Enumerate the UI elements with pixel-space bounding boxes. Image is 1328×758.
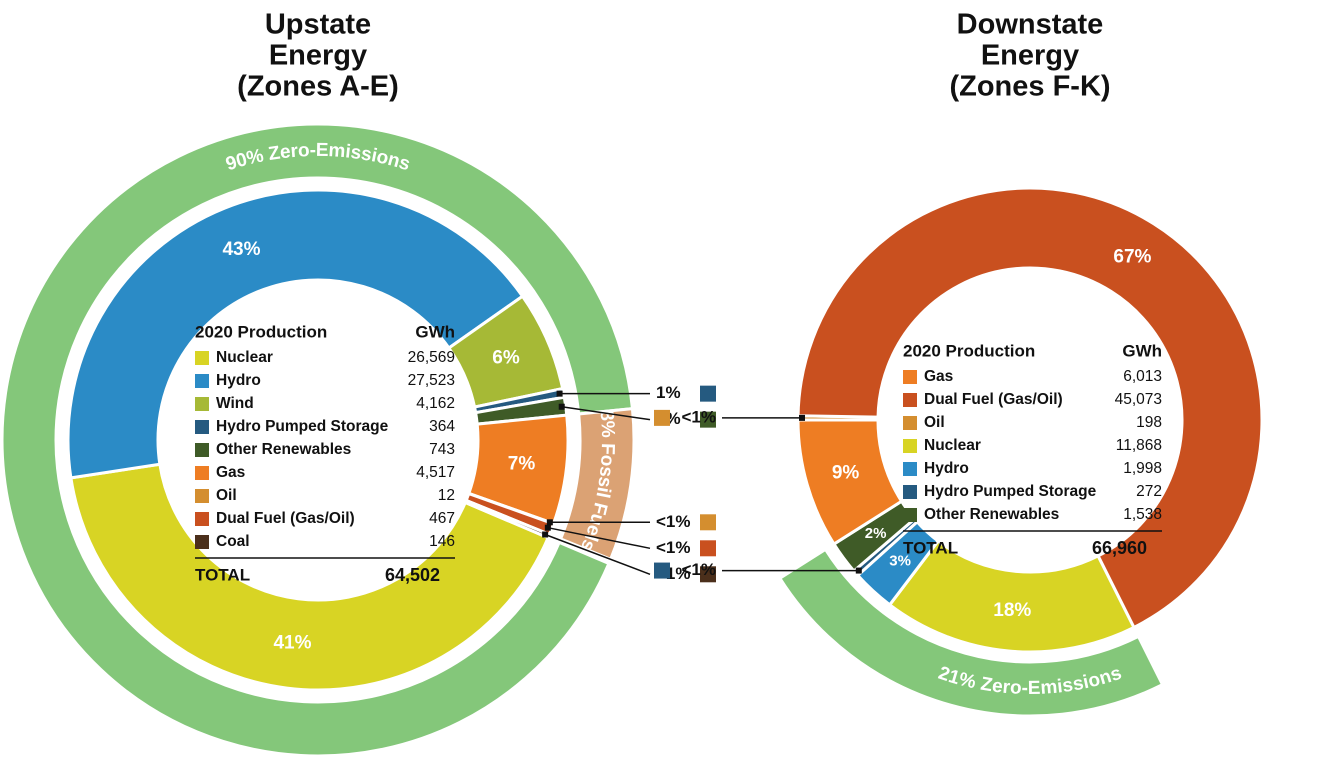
legend-swatch bbox=[195, 535, 209, 549]
table-value: 26,569 bbox=[408, 349, 455, 366]
legend-label: Oil bbox=[924, 414, 945, 431]
chart-title: Upstate bbox=[265, 9, 371, 41]
slice bbox=[796, 418, 904, 547]
table-value: 146 bbox=[429, 533, 455, 550]
slice bbox=[796, 186, 1264, 630]
table-header: GWh bbox=[415, 322, 455, 341]
table-value: 198 bbox=[1136, 414, 1162, 431]
table-value: 45,073 bbox=[1115, 391, 1162, 408]
table-value: 1,538 bbox=[1123, 506, 1162, 523]
legend-label: Hydro Pumped Storage bbox=[924, 483, 1097, 500]
legend-label: Hydro Pumped Storage bbox=[216, 418, 389, 435]
callout-swatch bbox=[700, 566, 716, 583]
legend-swatch bbox=[195, 397, 209, 411]
legend-swatch bbox=[903, 370, 917, 384]
legend-label: Other Renewables bbox=[216, 441, 351, 458]
legend-label: Gas bbox=[216, 464, 245, 481]
callout-swatch bbox=[700, 385, 716, 402]
chart-title: Downstate bbox=[957, 9, 1104, 41]
table-value: 4,517 bbox=[416, 464, 455, 481]
legend-swatch bbox=[195, 512, 209, 526]
table-value: 12 bbox=[438, 487, 455, 504]
legend-swatch bbox=[903, 439, 917, 453]
percent-label: 43% bbox=[222, 239, 260, 260]
table-value: 364 bbox=[429, 418, 455, 435]
table-value: 4,162 bbox=[416, 395, 455, 412]
legend-label: Oil bbox=[216, 487, 237, 504]
total-value: 66,960 bbox=[1092, 538, 1147, 558]
percent-label: 6% bbox=[492, 347, 520, 368]
table-header: 2020 Production bbox=[903, 341, 1035, 360]
chart-title: Energy bbox=[269, 40, 367, 72]
legend-swatch bbox=[195, 466, 209, 480]
callout-swatch bbox=[700, 514, 716, 531]
percent-label: 7% bbox=[508, 454, 536, 475]
chart-title: (Zones A-E) bbox=[237, 71, 399, 103]
table-value: 27,523 bbox=[408, 372, 455, 389]
slice bbox=[66, 188, 525, 480]
leader-line bbox=[544, 533, 651, 576]
legend-label: Dual Fuel (Gas/Oil) bbox=[216, 510, 355, 527]
legend-swatch bbox=[195, 443, 209, 457]
percent-label: <1% bbox=[656, 538, 691, 557]
percent-label: <1% bbox=[682, 407, 717, 426]
callout-swatch bbox=[654, 562, 670, 579]
table-value: 467 bbox=[429, 510, 455, 527]
group-arc bbox=[0, 122, 635, 758]
legend-label: Hydro bbox=[216, 372, 261, 389]
table-value: 6,013 bbox=[1123, 368, 1162, 385]
table-header: 2020 Production bbox=[195, 322, 327, 341]
legend-label: Coal bbox=[216, 533, 250, 550]
legend-label: Gas bbox=[924, 368, 953, 385]
percent-label: 3% bbox=[889, 552, 911, 569]
leader-line bbox=[561, 405, 651, 421]
callout-swatch bbox=[700, 540, 716, 557]
table-header: GWh bbox=[1122, 341, 1162, 360]
percent-label: 18% bbox=[993, 600, 1031, 621]
legend-swatch bbox=[195, 420, 209, 434]
legend-swatch bbox=[903, 393, 917, 407]
chart-title: (Zones F-K) bbox=[949, 71, 1110, 103]
percent-label: <1% bbox=[656, 512, 691, 531]
callout-swatch bbox=[700, 411, 716, 428]
legend-swatch bbox=[903, 508, 917, 522]
total-value: 64,502 bbox=[385, 565, 440, 585]
total-label: TOTAL bbox=[903, 538, 958, 557]
legend-label: Hydro bbox=[924, 460, 969, 477]
group-label: 77% Fossil Fuels bbox=[952, 140, 1109, 171]
percent-label: 41% bbox=[273, 632, 311, 653]
chart-title: Energy bbox=[981, 40, 1079, 72]
legend-label: Nuclear bbox=[924, 437, 981, 454]
legend-swatch bbox=[903, 416, 917, 430]
percent-label: <1% bbox=[682, 560, 717, 579]
legend-swatch bbox=[903, 485, 917, 499]
table-value: 1,998 bbox=[1123, 460, 1162, 477]
legend-label: Other Renewables bbox=[924, 506, 1059, 523]
legend-label: Nuclear bbox=[216, 349, 273, 366]
legend-label: Dual Fuel (Gas/Oil) bbox=[924, 391, 1063, 408]
percent-label: 67% bbox=[1113, 247, 1151, 268]
leader-line bbox=[547, 526, 651, 550]
percent-label: 1% bbox=[656, 383, 681, 402]
legend-swatch bbox=[195, 351, 209, 365]
table-value: 272 bbox=[1136, 483, 1162, 500]
group-label-text: 77% Fossil Fuels bbox=[952, 140, 1109, 171]
legend-swatch bbox=[903, 462, 917, 476]
percent-label: 2% bbox=[865, 525, 887, 542]
table-value: 11,868 bbox=[1116, 437, 1162, 454]
slice bbox=[69, 462, 551, 692]
legend-swatch bbox=[195, 374, 209, 388]
legend-swatch bbox=[195, 489, 209, 503]
table-value: 743 bbox=[429, 441, 455, 458]
total-label: TOTAL bbox=[195, 565, 250, 584]
callout-swatch bbox=[654, 409, 670, 426]
legend-label: Wind bbox=[216, 395, 254, 412]
percent-label: 9% bbox=[832, 462, 860, 483]
group-arc bbox=[777, 547, 1165, 718]
